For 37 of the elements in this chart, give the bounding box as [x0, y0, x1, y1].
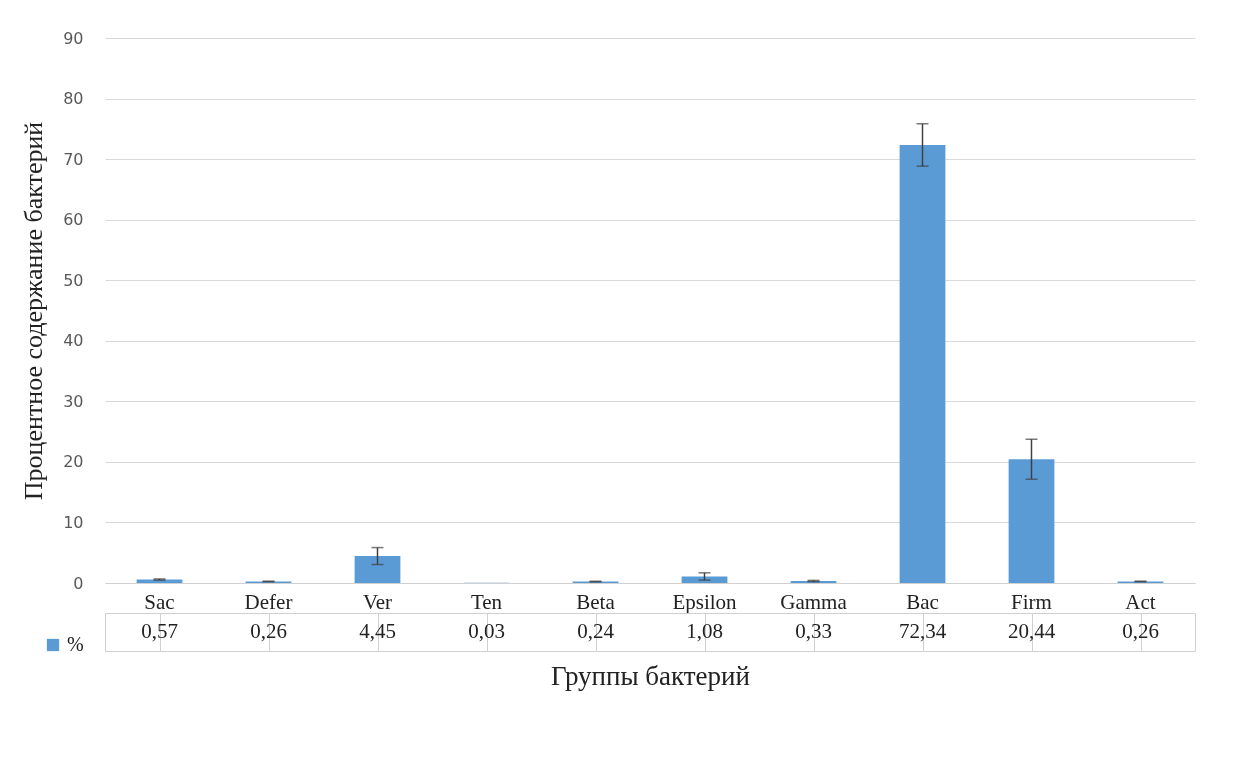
data-label: 0,33 [795, 619, 832, 643]
y-tick-label: 70 [63, 149, 84, 169]
y-tick-label: 90 [63, 28, 84, 48]
y-tick-label: 30 [63, 391, 84, 411]
x-tick-label: Ten [470, 589, 503, 614]
y-tick-label: 80 [63, 89, 84, 109]
x-tick-label: Epsilon [672, 589, 738, 614]
data-label: 0,03 [468, 619, 505, 643]
y-tick-label: 0 [73, 573, 84, 593]
data-label: 0,57 [141, 619, 178, 643]
legend-label: % [67, 633, 84, 655]
y-axis-title: Процентное содержание бактерий [19, 121, 49, 501]
bar [899, 144, 946, 583]
x-tick-label: Ver [362, 589, 393, 614]
y-tick-label: 60 [63, 210, 84, 230]
x-axis-title: Группы бактерий [550, 660, 751, 691]
y-tick-label: 10 [63, 512, 84, 532]
y-tick-label: 50 [63, 270, 84, 290]
data-label: 0,24 [577, 619, 615, 643]
data-label: 1,08 [686, 619, 723, 643]
x-tick-label: Act [1125, 589, 1156, 614]
x-tick-label: Defer [244, 589, 293, 614]
y-tick-label: 20 [63, 452, 84, 472]
y-tick-label: 40 [63, 331, 84, 351]
x-tick-label: Sac [144, 589, 175, 614]
data-label: 0,26 [250, 619, 287, 643]
data-label: 0,26 [1122, 619, 1159, 643]
bar [1008, 459, 1055, 583]
data-label: 4,45 [359, 619, 396, 643]
bar [354, 556, 401, 583]
data-label: 20,44 [1007, 619, 1056, 643]
data-label: 72,34 [898, 619, 947, 643]
x-tick-label: Firm [1011, 589, 1052, 614]
bar [681, 576, 728, 583]
x-tick-label: Bac [906, 589, 939, 614]
x-tick-label: Beta [576, 589, 616, 614]
x-tick-label: Gamma [780, 589, 848, 614]
